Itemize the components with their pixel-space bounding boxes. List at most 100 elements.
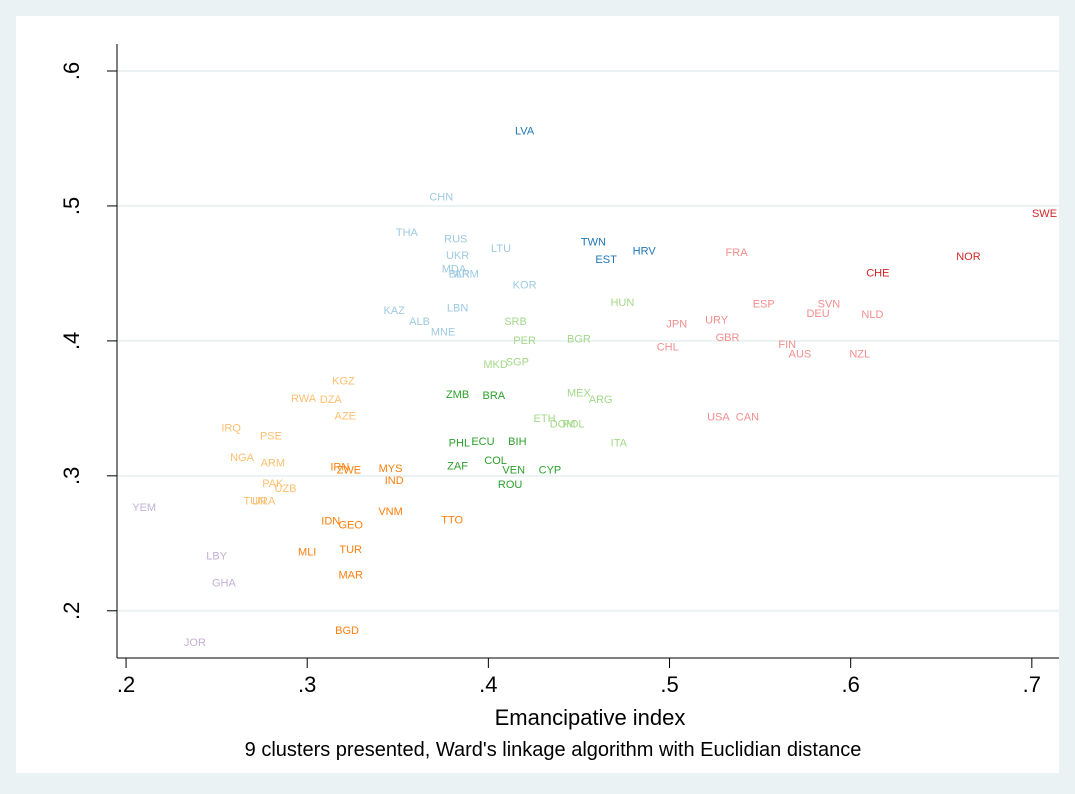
data-point-label: FRA — [726, 247, 749, 259]
data-point-label: URA — [252, 495, 276, 507]
data-point-label: NZL — [849, 348, 870, 360]
data-point-label: DEU — [806, 308, 829, 320]
data-point-label: DOM — [550, 418, 576, 430]
data-point-label: NLD — [861, 309, 883, 321]
data-point-label: VNM — [378, 506, 402, 518]
data-point-label: GHA — [212, 578, 237, 590]
data-point-label: MYS — [379, 463, 403, 475]
x-axis-ticks: .2 .3 .4 .5 .6 .7 — [117, 658, 1041, 697]
data-point-label: PAK — [262, 478, 284, 490]
data-point-label: ZWE — [337, 464, 361, 476]
data-point-label: BRA — [482, 390, 505, 402]
data-point-label: AZE — [335, 410, 356, 422]
data-point-label: NOR — [956, 251, 981, 263]
data-point-label: UZB — [274, 483, 296, 495]
data-point-label: MDA — [442, 263, 467, 275]
data-point-label: HUN — [610, 297, 634, 309]
data-point-label: ZMB — [446, 389, 469, 401]
data-point-label: NGA — [230, 452, 255, 464]
x-tick-label: .2 — [117, 672, 135, 697]
plot-background — [16, 16, 1059, 773]
data-point-label: JOR — [184, 637, 206, 649]
data-point-label: ARM — [454, 269, 478, 281]
data-point-label: IDN — [321, 516, 340, 528]
data-point-label: ZAF — [447, 460, 468, 472]
x-tick-label: .4 — [479, 672, 497, 697]
data-point-label: TTO — [441, 514, 463, 526]
data-point-label: ROU — [498, 479, 523, 491]
data-point-label: BGD — [335, 625, 359, 637]
y-tick-label: .2 — [59, 602, 84, 620]
data-point-label: FIN — [778, 339, 796, 351]
chart-note: 9 clusters presented, Ward's linkage alg… — [245, 739, 862, 761]
data-point-label: COL — [484, 455, 507, 467]
data-point-label: URY — [705, 315, 729, 327]
y-tick-label: .3 — [59, 467, 84, 485]
y-tick-label: .6 — [59, 62, 84, 80]
data-point-label: ALB — [409, 316, 430, 328]
data-point-label: ECU — [471, 436, 494, 448]
data-point-label: ARG — [589, 394, 613, 406]
y-tick-label: .5 — [59, 197, 84, 215]
data-point-label: IRQ — [221, 422, 241, 434]
x-tick-label: .3 — [298, 672, 316, 697]
x-tick-label: .6 — [841, 672, 859, 697]
data-point-label: LBN — [447, 302, 468, 314]
data-point-label: PSE — [260, 431, 282, 443]
data-point-label: MEX — [567, 387, 592, 399]
data-point-label: YEM — [132, 502, 156, 514]
data-point-label: ETH — [534, 413, 556, 425]
data-point-label: ITA — [611, 437, 628, 449]
data-point-label: VEN — [502, 464, 525, 476]
data-point-label: THA — [396, 227, 419, 239]
data-point-label: IRN — [330, 462, 349, 474]
data-point-label: AUS — [789, 348, 812, 360]
data-point-label: CAN — [736, 412, 759, 424]
y-tick-label: .4 — [59, 332, 84, 350]
data-point-label: SVN — [818, 298, 841, 310]
data-point-label: LTU — [491, 243, 511, 255]
x-axis-title: Emancipative index — [495, 705, 686, 730]
data-point-label: JPN — [666, 319, 687, 331]
data-point-label: IND — [385, 475, 404, 487]
data-point-label: MAR — [338, 570, 363, 582]
data-point-label: CHL — [657, 342, 679, 354]
data-point-label: LBY — [206, 551, 227, 563]
data-point-label: GBR — [716, 332, 740, 344]
data-point-label: ARM — [261, 458, 285, 470]
data-point-label: PHL — [449, 437, 470, 449]
data-point-label: SRB — [504, 316, 527, 328]
data-labels: LVATWNESTHRVCHNTHARUSUKRLTUMDABLRARMKORK… — [132, 126, 1057, 649]
data-point-label: KAZ — [383, 305, 405, 317]
data-point-label: BIH — [508, 436, 526, 448]
data-point-label: MLI — [298, 547, 316, 559]
data-point-label: USA — [707, 412, 730, 424]
data-point-label: MNE — [431, 327, 455, 339]
data-point-label: RWA — [291, 393, 317, 405]
data-point-label: MKD — [483, 359, 508, 371]
data-point-label: ESP — [753, 298, 775, 310]
data-point-label: UKR — [446, 250, 469, 262]
data-point-label: KOR — [513, 279, 537, 291]
data-point-label: RUS — [444, 234, 467, 246]
data-point-label: BLR — [449, 269, 470, 281]
data-point-label: TWN — [581, 236, 606, 248]
data-point-label: SGP — [506, 356, 529, 368]
data-point-label: SWE — [1032, 208, 1057, 220]
data-point-label: CHN — [429, 192, 453, 204]
data-point-label: DZA — [320, 394, 343, 406]
data-point-label: POL — [562, 418, 584, 430]
gridlines — [117, 69, 1059, 612]
data-point-label: CHE — [866, 267, 889, 279]
data-point-label: LVA — [515, 126, 535, 138]
data-point-label: GEO — [338, 520, 363, 532]
data-point-label: TUN — [243, 495, 266, 507]
data-point-label: PER — [513, 335, 536, 347]
x-tick-label: .7 — [1023, 672, 1041, 697]
y-axis-ticks: .2 .3 .4 .5 .6 — [59, 62, 117, 620]
data-point-label: TUR — [339, 544, 362, 556]
data-point-label: CYP — [539, 464, 562, 476]
data-point-label: KGZ — [332, 375, 355, 387]
